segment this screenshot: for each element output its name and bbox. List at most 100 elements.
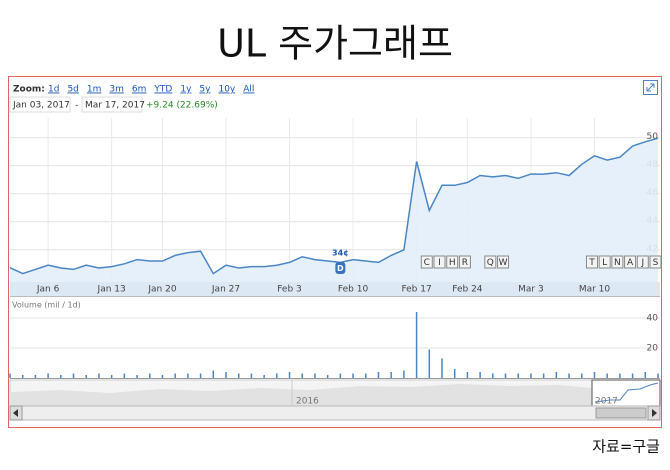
event-flag-label: J <box>640 258 644 268</box>
volume-bar <box>619 373 621 378</box>
dividend-flag-label: D <box>337 264 344 273</box>
event-flag[interactable] <box>458 255 471 269</box>
volume-bar <box>276 373 278 378</box>
event-flag-label: R <box>462 258 468 268</box>
zoom-option[interactable]: 3m <box>109 85 124 95</box>
event-flag-label: W <box>499 258 508 268</box>
volume-bar <box>60 375 62 378</box>
event-flag[interactable] <box>649 255 662 269</box>
price-line <box>9 137 659 275</box>
volume-bar <box>339 373 342 378</box>
zoom-option[interactable]: 10y <box>218 85 235 95</box>
volume-bar <box>288 372 291 378</box>
volume-bar <box>441 358 443 378</box>
x-tick-label: Jan 20 <box>147 285 176 295</box>
navigator: 2016 2017 <box>9 379 661 407</box>
event-flag-label: N <box>614 258 621 268</box>
volume-bar <box>187 373 189 378</box>
volume-bar <box>390 372 392 378</box>
price-area <box>10 138 658 282</box>
volume-bar <box>504 373 507 378</box>
x-tick-label: Jan 6 <box>36 285 60 295</box>
date-from[interactable]: Jan 03, 2017 <box>12 101 70 111</box>
volume-bar <box>47 373 49 378</box>
volume-bar <box>263 375 265 378</box>
event-flag[interactable] <box>585 255 598 269</box>
volume-bar <box>644 372 647 378</box>
volume-bar <box>174 373 176 378</box>
volume-bar <box>225 372 227 378</box>
zoom-option[interactable]: 1y <box>180 85 192 95</box>
volume-bar <box>479 372 481 378</box>
volume-bar <box>415 312 418 378</box>
volume-bar <box>352 373 354 378</box>
volume-bar <box>149 373 151 378</box>
zoom-option[interactable]: 6m <box>132 85 147 95</box>
zoom-option[interactable]: 5d <box>67 85 78 95</box>
zoom-label: Zoom: <box>13 85 45 95</box>
volume-bar <box>250 373 253 378</box>
navigator-history <box>10 384 592 406</box>
volume-bar <box>403 370 405 378</box>
event-flag[interactable] <box>624 255 637 269</box>
scroll-track[interactable] <box>9 405 661 421</box>
date-to[interactable]: Mar 17, 2017 <box>85 101 145 111</box>
event-flag[interactable] <box>611 255 624 269</box>
event-flag[interactable] <box>497 255 510 269</box>
x-tick-label: Feb 24 <box>452 285 483 295</box>
zoom-option[interactable]: YTD <box>153 85 172 95</box>
volume-bar <box>237 373 240 378</box>
event-flag[interactable] <box>484 255 497 269</box>
event-flag-label: H <box>449 258 456 268</box>
date-separator: - <box>75 101 78 111</box>
volume-bar <box>85 375 87 378</box>
scrollbar <box>9 405 661 421</box>
date-box[interactable] <box>9 96 71 113</box>
navigator-year: 2017 <box>595 397 618 407</box>
zoom-option[interactable]: 5y <box>199 85 211 95</box>
zoom-option[interactable]: 1d <box>48 85 59 95</box>
event-flag-label: I <box>438 258 441 268</box>
volume-bar <box>453 369 456 378</box>
volume-bar <box>365 373 367 378</box>
event-flag-label: C <box>424 258 430 268</box>
volume-bar <box>581 373 583 378</box>
volume-bar <box>21 375 24 378</box>
event-flag[interactable] <box>420 255 433 269</box>
zoom-option[interactable]: 1m <box>87 85 102 95</box>
volume-bar <box>530 373 532 378</box>
x-tick-label: Jan 13 <box>97 285 126 295</box>
volume-bar <box>631 373 634 378</box>
volume-bar <box>34 375 37 378</box>
volume-bar <box>657 373 659 378</box>
y-tick-label: 20 <box>647 344 659 354</box>
event-flag[interactable] <box>598 255 611 269</box>
event-flag-label: Q <box>487 258 494 268</box>
volume-bar <box>606 373 608 378</box>
event-flag[interactable] <box>636 255 649 269</box>
maximize-icon <box>646 83 655 92</box>
volume-bar <box>212 370 215 378</box>
page-title: UL 주가그래프 <box>217 22 453 66</box>
arrow-icon <box>13 409 18 417</box>
date-box[interactable] <box>81 96 143 113</box>
source-note: 자료=구글 <box>592 438 660 456</box>
scroll-thumb[interactable] <box>595 407 647 419</box>
navigator-line <box>594 382 659 403</box>
x-tick-label: Mar 10 <box>579 285 611 295</box>
volume-bar <box>314 373 316 378</box>
volume-bar <box>517 373 519 378</box>
zoom-option[interactable]: All <box>243 85 254 95</box>
event-flag[interactable] <box>446 255 459 269</box>
volume-bar <box>9 373 11 378</box>
price-change: +9.24 (22.69%) <box>146 101 218 111</box>
volume-bar <box>555 372 558 378</box>
event-flag[interactable] <box>433 255 446 269</box>
arrow-icon <box>652 409 657 417</box>
volume-bar <box>377 372 380 378</box>
volume-bar <box>301 373 303 378</box>
volume-bar <box>428 349 431 378</box>
dividend-flag[interactable] <box>335 262 346 274</box>
volume-bar <box>542 373 545 378</box>
